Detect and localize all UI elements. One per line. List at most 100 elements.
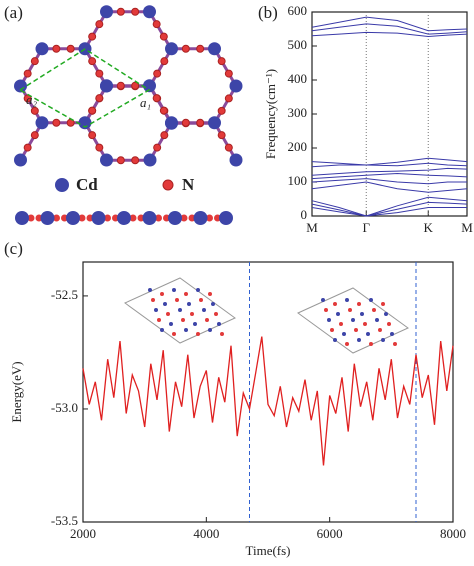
cd-atom	[165, 42, 178, 56]
cd-atom	[208, 42, 221, 56]
cd-atom	[143, 5, 156, 19]
vector-label: a₂	[26, 92, 38, 107]
bond	[148, 11, 173, 50]
inset-atom	[211, 302, 215, 306]
n-atom	[53, 214, 60, 222]
inset-atom	[375, 318, 379, 322]
n-atom	[95, 143, 104, 152]
n-atom	[196, 44, 205, 53]
bond	[83, 85, 108, 124]
cd-atom	[142, 211, 157, 225]
inset-atom	[357, 302, 361, 306]
y-tick-label: 300	[288, 105, 308, 120]
y-tick-label: 600	[288, 3, 308, 18]
bond	[19, 122, 44, 161]
n-atom	[155, 214, 162, 222]
inset-atom	[336, 312, 340, 316]
inset-atom	[366, 332, 370, 336]
data-line	[311, 23, 468, 35]
inset-atom	[339, 322, 343, 326]
panel-label: (b)	[258, 3, 278, 22]
legend-label: Cd	[76, 175, 98, 194]
x-tick-label: 4000	[193, 526, 219, 541]
n-atom	[88, 57, 97, 66]
inset-atom	[205, 318, 209, 322]
y-tick-label: -53.0	[51, 400, 78, 415]
inset-atom	[220, 332, 224, 336]
x-tick-label: M	[461, 220, 473, 235]
inset-atom	[172, 332, 176, 336]
cd-atom	[165, 116, 178, 130]
y-axis-label: Frequency(cm⁻¹)	[263, 69, 278, 159]
n-atom	[224, 69, 233, 78]
data-line	[311, 201, 468, 217]
n-atom	[181, 118, 190, 127]
inset-atom	[208, 328, 212, 332]
n-atom	[30, 131, 39, 140]
bond	[213, 122, 238, 161]
inset-atom	[369, 342, 373, 346]
n-atom	[217, 131, 226, 140]
inset-atom	[345, 298, 349, 302]
inset-atom	[166, 312, 170, 316]
inset-atom	[184, 328, 188, 332]
cd-atom	[117, 211, 131, 225]
n-atom	[23, 143, 32, 152]
inset-atom	[360, 312, 364, 316]
y-tick-label: 100	[288, 173, 308, 188]
inset-atom	[390, 332, 394, 336]
inset-atom	[169, 322, 173, 326]
inset-atom	[154, 308, 158, 312]
cd-atom	[66, 211, 80, 225]
x-tick-label: 2000	[70, 526, 96, 541]
cd-atom	[35, 42, 49, 56]
n-atom	[217, 106, 226, 115]
n-atom	[27, 214, 35, 222]
inset-atom	[324, 308, 328, 312]
n-atom	[152, 20, 161, 29]
cd-atom	[168, 211, 182, 225]
inset-atom	[190, 312, 194, 316]
inset-atom	[193, 322, 197, 326]
cd-atom	[40, 211, 55, 225]
inset-atom	[333, 302, 337, 306]
n-atom	[153, 143, 162, 152]
inset-atom	[387, 322, 391, 326]
n-atom	[129, 214, 137, 222]
n-atom	[95, 94, 104, 103]
data-line	[82, 336, 454, 466]
n-atom	[52, 44, 61, 53]
bond	[148, 122, 173, 161]
cd-atom	[143, 79, 156, 93]
n-atom	[160, 57, 169, 66]
n-atom	[224, 94, 233, 103]
data-line	[311, 16, 468, 32]
inset-atom	[217, 322, 221, 326]
cd-atom	[208, 116, 221, 130]
inset-atom	[157, 318, 161, 322]
inset-atom	[214, 312, 218, 316]
n-atom	[88, 131, 97, 140]
inset-atom	[381, 302, 385, 306]
inset-atom	[181, 318, 185, 322]
legend-label: N	[182, 175, 195, 194]
cd-atom	[91, 211, 106, 225]
x-tick-label: 8000	[440, 526, 466, 541]
inset-atom	[333, 338, 337, 342]
bond	[19, 48, 44, 87]
inset-atom	[330, 328, 334, 332]
n-atom	[66, 44, 75, 53]
cd-atom	[100, 79, 113, 93]
y-axis-label: Energy(eV)	[9, 361, 24, 422]
n-atom	[224, 143, 233, 152]
cd-atom	[100, 5, 113, 19]
n-atom	[78, 214, 86, 222]
n-atom	[30, 106, 39, 115]
x-tick-label: 6000	[317, 526, 343, 541]
data-line	[311, 196, 468, 217]
n-atom	[131, 156, 140, 165]
n-atom	[153, 69, 162, 78]
inset-atom	[202, 308, 206, 312]
data-line	[311, 162, 468, 168]
inset-atom	[160, 328, 164, 332]
